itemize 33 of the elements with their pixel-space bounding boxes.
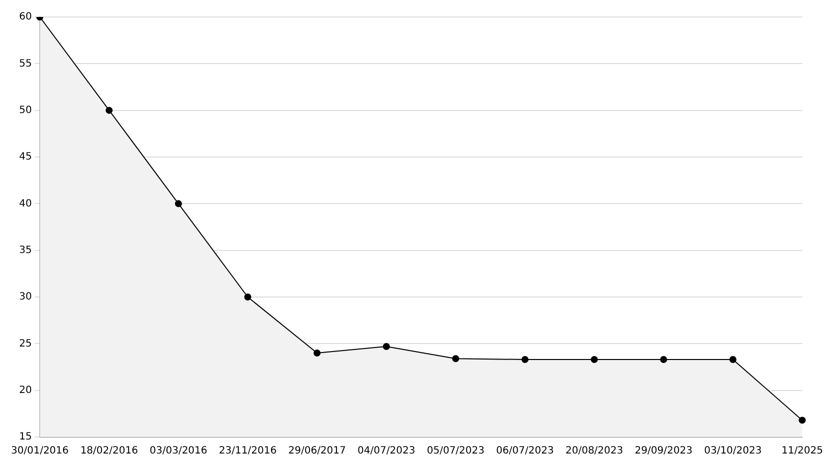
point [729,356,736,364]
y-tick-label: 25 [19,338,32,350]
point [244,294,252,300]
x-tick-label: 20/08/2023 [565,446,624,457]
point [452,355,460,362]
x-tick-label: 23/11/2016 [218,446,277,457]
point [521,356,528,364]
x-tick-label: 11/2025 [781,446,823,457]
point [590,356,598,364]
y-tick-label: 40 [19,198,32,210]
x-tick-label: 03/10/2023 [704,446,762,457]
x-tick-label: 04/07/2023 [358,446,416,457]
y-tick-label: 55 [19,58,32,70]
x-tick-label: 18/02/2016 [80,446,138,457]
y-tick-label: 30 [19,292,32,303]
x-tick-label: 30/01/2016 [11,446,69,457]
x-tick-label: 29/06/2017 [288,446,346,457]
y-tick-label: 45 [19,152,32,163]
y-tick-label: 35 [19,244,32,256]
y-tick-label: 20 [19,384,32,396]
point [174,200,182,208]
x-tick-label: 06/07/2023 [496,446,554,457]
y-tick-label: 50 [19,104,32,116]
x-tick-label: 05/07/2023 [426,446,484,457]
point [382,342,390,350]
point [798,416,806,424]
x-tick-label: 03/03/2016 [150,446,208,457]
y-tick-label: 15 [19,432,32,443]
point [106,106,113,114]
y-tick-label: 60 [19,12,32,23]
point [314,350,321,356]
point [660,356,668,364]
x-tick-label: 29/09/2023 [634,446,692,457]
